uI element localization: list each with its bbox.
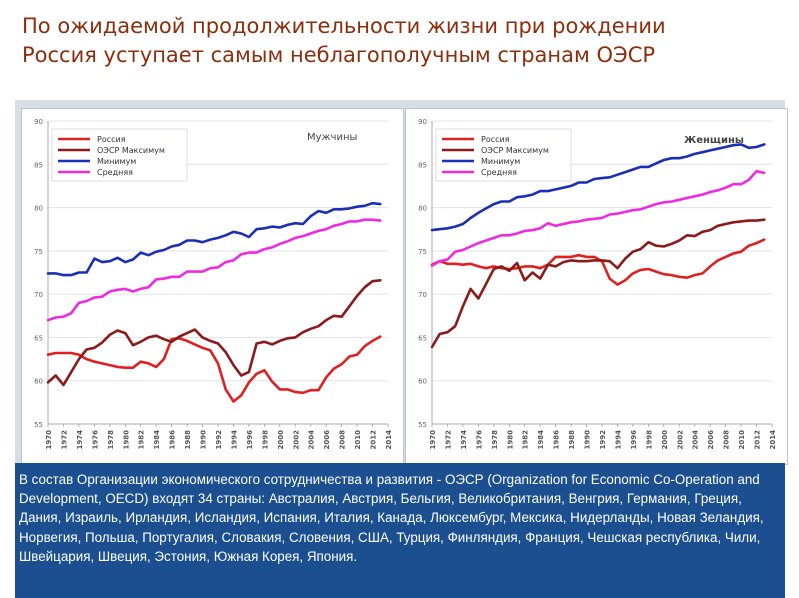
x-tick-label: 1974 xyxy=(460,430,468,450)
series-line xyxy=(430,169,766,267)
oecd-note-box: В состав Организации экономического сотр… xyxy=(15,463,785,598)
x-tick-label: 2008 xyxy=(339,430,347,450)
x-tick-label: 2014 xyxy=(769,430,777,450)
x-tick-label: 1988 xyxy=(184,430,192,450)
legend-label: Россия xyxy=(97,135,126,144)
series-line xyxy=(430,238,766,286)
y-tick-label: 60 xyxy=(418,378,427,386)
series-line xyxy=(46,201,382,277)
y-tick-label: 70 xyxy=(418,291,427,299)
y-tick-label: 65 xyxy=(34,334,43,342)
x-tick-label: 1994 xyxy=(614,430,622,450)
x-tick-label: 2002 xyxy=(676,430,684,450)
y-tick-label: 55 xyxy=(418,421,427,429)
series-line xyxy=(430,143,766,232)
x-tick-label: 2006 xyxy=(323,430,331,450)
x-tick-label: 1986 xyxy=(553,430,561,450)
x-tick-label: 1978 xyxy=(491,430,499,450)
legend-label: ОЭСР Максимум xyxy=(481,146,549,155)
x-tick-label: 1978 xyxy=(107,430,115,450)
x-tick-label: 1974 xyxy=(76,430,84,450)
x-tick-label: 1998 xyxy=(645,430,653,450)
x-tick-label: 2000 xyxy=(277,430,285,450)
x-tick-label: 1982 xyxy=(522,430,530,450)
x-tick-label: 1970 xyxy=(429,430,437,450)
x-tick-label: 1990 xyxy=(200,430,208,450)
title-line-1: По ожидаемой продолжительности жизни при… xyxy=(22,14,666,38)
y-tick-label: 85 xyxy=(34,161,43,169)
series-line xyxy=(46,218,382,322)
series-line xyxy=(46,335,382,403)
x-tick-label: 1972 xyxy=(444,430,452,450)
x-tick-label: 1970 xyxy=(45,430,53,450)
x-tick-label: 1984 xyxy=(537,430,545,450)
chart-women-svg: 55 60 65 70 75 80 85 90 1970 1972 1974 1976 1978 1980… xyxy=(418,118,777,450)
y-tick-label: 60 xyxy=(34,378,43,386)
x-tick-label: 1990 xyxy=(584,430,592,450)
legend-label: Минимум xyxy=(97,157,136,166)
x-tick-label: 2014 xyxy=(385,430,393,450)
chart-title: Женщины xyxy=(684,135,744,146)
oecd-note-text: В состав Организации экономического сотр… xyxy=(19,472,764,564)
x-tick-label: 1986 xyxy=(169,430,177,450)
y-tick-label: 80 xyxy=(34,205,43,213)
y-tick-label: 70 xyxy=(34,291,43,299)
x-tick-label: 2012 xyxy=(754,430,762,450)
chart-men: 55 60 65 70 75 80 85 90 1970 1972 1974 1976 1978 1980… xyxy=(21,108,404,465)
x-tick-label: 2012 xyxy=(370,430,378,450)
x-tick-label: 1992 xyxy=(599,430,607,450)
x-tick-label: 1998 xyxy=(261,430,269,450)
x-tick-label: 1994 xyxy=(230,430,238,450)
y-tick-label: 80 xyxy=(418,205,427,213)
y-tick-label: 75 xyxy=(34,248,43,256)
x-tick-label: 1972 xyxy=(60,430,68,450)
series-line xyxy=(430,218,766,349)
y-tick-label: 90 xyxy=(34,118,43,126)
y-tick-label: 55 xyxy=(34,421,43,429)
legend-label: ОЭСР Максимум xyxy=(97,146,165,155)
x-tick-label: 1984 xyxy=(153,430,161,450)
x-tick-label: 2004 xyxy=(692,430,700,450)
chart-women: 55 60 65 70 75 80 85 90 1970 1972 1974 1976 1978 1980… xyxy=(405,108,788,465)
x-tick-label: 1980 xyxy=(122,430,130,450)
x-tick-label: 2008 xyxy=(723,430,731,450)
x-tick-label: 2010 xyxy=(354,430,362,450)
x-tick-label: 1988 xyxy=(568,430,576,450)
x-tick-label: 2006 xyxy=(707,430,715,450)
x-tick-label: 1992 xyxy=(215,430,223,450)
x-tick-label: 1976 xyxy=(475,430,483,450)
x-tick-label: 1976 xyxy=(91,430,99,450)
chart-men-svg: 55 60 65 70 75 80 85 90 1970 1972 1974 1976 1978 1980… xyxy=(34,118,393,450)
x-tick-label: 2002 xyxy=(292,430,300,450)
title-line-2: Россия уступает самым неблагополучным ст… xyxy=(22,43,656,67)
x-tick-label: 2004 xyxy=(308,430,316,450)
slide-title: По ожидаемой продолжительности жизни при… xyxy=(22,12,782,70)
legend-label: Россия xyxy=(481,135,510,144)
y-tick-label: 75 xyxy=(418,248,427,256)
legend-label: Средняя xyxy=(97,168,133,177)
x-tick-label: 1996 xyxy=(246,430,254,450)
y-tick-label: 85 xyxy=(418,161,427,169)
x-tick-label: 1980 xyxy=(506,430,514,450)
x-tick-label: 1982 xyxy=(138,430,146,450)
y-tick-label: 65 xyxy=(418,334,427,342)
y-tick-label: 90 xyxy=(418,118,427,126)
chart-title: Мужчины xyxy=(307,132,357,143)
legend-label: Минимум xyxy=(481,157,520,166)
x-tick-label: 1996 xyxy=(630,430,638,450)
series-line xyxy=(46,279,382,387)
x-tick-label: 2010 xyxy=(738,430,746,450)
legend-label: Средняя xyxy=(481,168,517,177)
x-tick-label: 2000 xyxy=(661,430,669,450)
